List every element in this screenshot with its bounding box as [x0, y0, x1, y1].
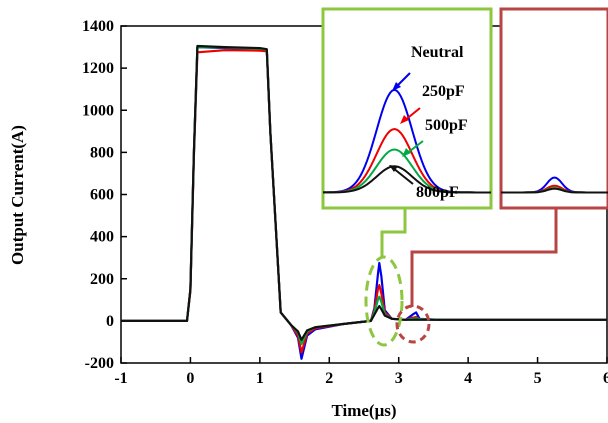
label-neutral: Neutral [411, 44, 464, 61]
y-tick-label: 800 [90, 144, 114, 161]
inset-zoom-red [499, 7, 608, 210]
inset-connectors [380, 208, 558, 307]
x-tick-label: -1 [114, 370, 127, 387]
y-tick-label: 0 [106, 313, 114, 330]
x-tick-label: 1 [256, 370, 264, 387]
arrowhead-500pf [402, 148, 411, 157]
arrowhead-neutral [392, 82, 401, 91]
series-line-800pf [121, 44, 607, 341]
x-tick-label: 3 [395, 370, 403, 387]
y-tick-label: 200 [90, 271, 114, 288]
arrowhead-800pf [389, 165, 398, 172]
x-axis: -1 0 1 2 3 4 5 6 [114, 357, 608, 387]
connector-green [380, 208, 407, 258]
x-tick-label: 4 [464, 370, 472, 387]
y-tick-label: 1200 [82, 60, 114, 77]
inset-zoom-green: Neutral 250pF 500pF 800pF [321, 7, 493, 210]
y-axis: -200 0 200 400 600 800 1000 1200 1400 [82, 18, 127, 372]
series-lines [121, 44, 607, 360]
inset1-series-800pf [323, 165, 491, 194]
highlight-ellipse-green [364, 255, 404, 347]
y-axis-title: Output Current(A) [8, 125, 27, 265]
x-axis-title: Time(μs) [331, 401, 396, 420]
connector-red [410, 208, 558, 307]
y-tick-label: 1000 [82, 102, 114, 119]
label-250pf: 250pF [422, 83, 465, 100]
x-tick-label: 2 [325, 370, 333, 387]
highlight-ellipse-red [395, 304, 431, 344]
inset2-series-800pf [501, 187, 608, 194]
y-tick-label: 1400 [82, 18, 114, 35]
x-tick-label: 6 [603, 370, 608, 387]
arrowhead-250pf [400, 115, 409, 124]
label-500pf: 500pF [425, 117, 468, 134]
label-800pf: 800pF [416, 184, 459, 201]
y-tick-label: -200 [85, 355, 114, 372]
arrow-800pf [392, 167, 414, 185]
y-tick-label: 400 [90, 229, 114, 246]
x-tick-label: 5 [534, 370, 542, 387]
y-tick-label: 600 [90, 187, 114, 204]
x-tick-label: 0 [186, 370, 194, 387]
